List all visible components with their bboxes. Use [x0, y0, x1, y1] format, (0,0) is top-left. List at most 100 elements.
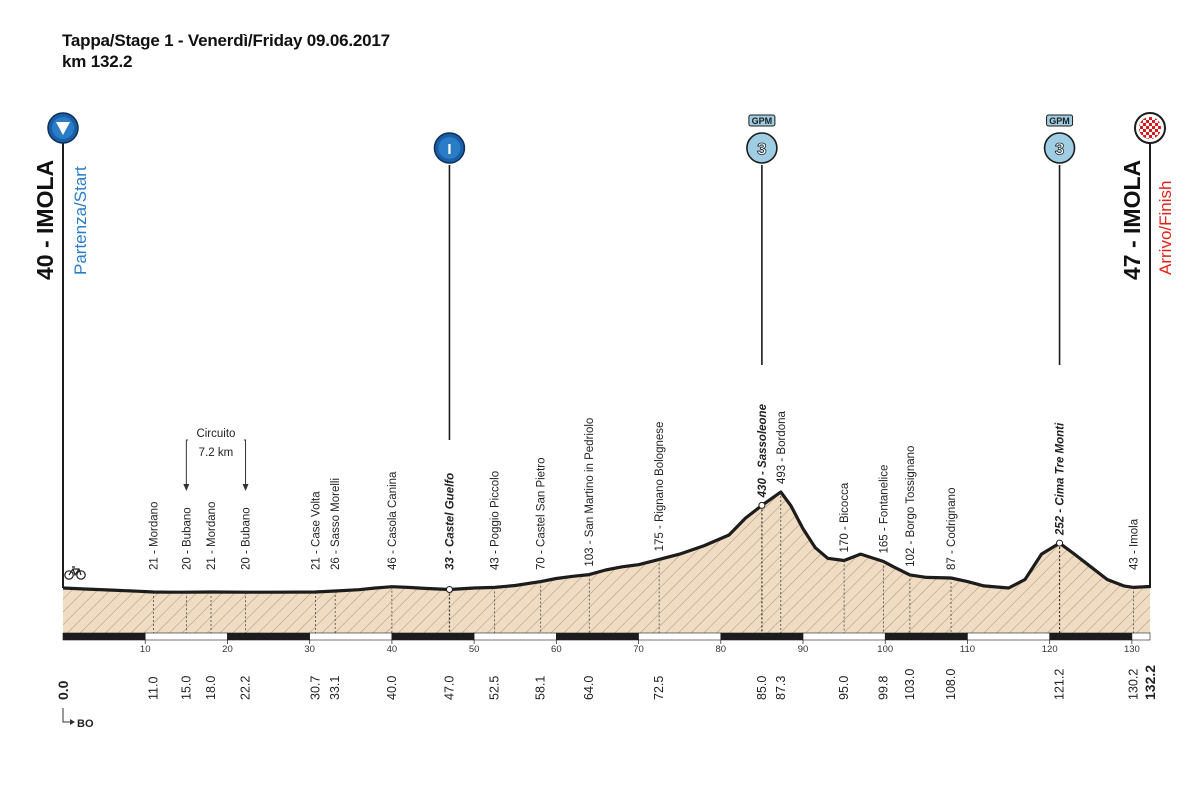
waypoint-label: 20 - Bubano [181, 507, 193, 570]
sprint-icon-inner [438, 137, 461, 159]
waypoint-label: 175 - Rignano Bolognese [654, 422, 666, 552]
start-marker [47, 112, 79, 144]
distance-bar-segment [62, 632, 146, 641]
waypoint-km-label: 130.2 [1127, 669, 1141, 700]
gpm-category: 3 [1055, 140, 1064, 159]
x-tick-label: 90 [798, 644, 809, 655]
gpm-tag [1046, 114, 1074, 127]
start-km-label: 0.0 [55, 680, 71, 700]
bo-label: BO [77, 718, 94, 730]
distance-bar-segment [144, 632, 228, 641]
waypoint-label: 252 - Cima Tre Monti [1055, 422, 1067, 536]
waypoint-km-label: 99.8 [877, 676, 891, 700]
x-tick-label: 100 [877, 644, 893, 655]
waypoint-km-label: 87.3 [774, 676, 788, 700]
waypoint-label: 87 - Codrignano [946, 488, 958, 570]
marker-point [445, 585, 453, 593]
waypoint-label: 103 - San Martino in Pedriolo [584, 418, 596, 567]
waypoint-km-label: 108.0 [944, 669, 958, 700]
distance-bar-segment [720, 632, 804, 641]
waypoint-label: 493 - Bordona [776, 411, 788, 484]
profile-fill [63, 492, 1150, 636]
distance-bar-segment [473, 632, 557, 641]
distance-bar-segment [227, 632, 310, 641]
marker-point [1056, 539, 1064, 547]
waypoint-label: 21 - Mordano [148, 502, 160, 570]
waypoint-km-label: 64.0 [582, 676, 596, 700]
x-tick-label: 50 [469, 644, 480, 655]
start-title: 40 - IMOLA [32, 160, 58, 280]
waypoint-label: 70 - Castel San Pietro [536, 457, 548, 570]
distance-bar-segment [1131, 632, 1151, 641]
gpm-tag [748, 114, 776, 127]
x-tick-label: 20 [222, 644, 233, 655]
waypoint-label: 170 - Bicocca [839, 482, 851, 552]
marker-point [758, 501, 766, 509]
sprint-symbol: I [447, 141, 451, 158]
x-tick-label: 40 [387, 644, 398, 655]
gpm-icon [1043, 132, 1076, 164]
circuit-bracket-line [185, 439, 247, 488]
waypoint-label: 102 - Borgo Tossignano [905, 446, 917, 567]
checkered-flag-icon [1139, 117, 1161, 139]
gpm-label: GPM [752, 116, 773, 126]
waypoint-km-label: 58.1 [534, 676, 548, 700]
profile-line [62, 490, 1151, 594]
waypoint-km-label: 95.0 [837, 676, 851, 700]
waypoint-labels: 21 - Mordano 11.0 20 - Bubano 15.0 21 - Mord… [55, 403, 1158, 700]
x-tick-label: 70 [633, 644, 644, 655]
waypoint-label: 430 - Sassoleone [757, 403, 769, 498]
distance-bar-segment [309, 632, 393, 641]
finish-title: 47 - IMOLA [1119, 160, 1145, 280]
distance-bar-segment [967, 632, 1050, 641]
distance-bar-segment [391, 632, 475, 641]
waypoint-km-label: 52.5 [488, 676, 502, 700]
waypoint-label: 165 - Fontanelice [879, 465, 891, 554]
waypoint-label: 46 - Casola Canina [387, 471, 399, 570]
waypoint-km-label: 121.2 [1053, 669, 1067, 700]
waypoint-label: 21 - Mordano [206, 502, 218, 570]
profile-area [62, 490, 1151, 636]
distance-axis: 10 20 30 40 50 60 70 80 90 100 110 120 130 [62, 632, 1151, 655]
circuit-bracket: Circuito 7.2 km [183, 428, 249, 491]
distance-bar-segment [1049, 632, 1133, 641]
waypoint-label: 26 - Sasso Morelli [330, 478, 342, 570]
waypoint-label: 20 - Bubano [241, 507, 253, 570]
gpm-category: 3 [757, 140, 766, 159]
waypoint-km-label: 11.0 [146, 677, 160, 700]
gpm-label: GPM [1049, 116, 1070, 126]
stage-distance: km 132.2 [62, 52, 133, 71]
waypoint-km-label: 18.0 [204, 676, 218, 700]
gpm-icon [746, 132, 778, 164]
x-tick-label: 30 [304, 644, 315, 655]
circuit-arrow-right-icon [242, 484, 249, 491]
x-tick-label: 110 [960, 644, 975, 655]
bicycle-icon [64, 566, 86, 580]
circuit-length: 7.2 km [199, 447, 234, 459]
waypoint-km-label: 85.0 [755, 676, 769, 700]
distance-bar-segment [556, 632, 639, 641]
waypoint-km-label: 15.0 [179, 676, 193, 700]
waypoint-label: 43 - Imola [1129, 518, 1141, 570]
start-triangle-icon [56, 122, 70, 135]
x-tick-label: 120 [1042, 644, 1058, 655]
x-tick-label: 10 [140, 644, 151, 655]
waypoint-km-label: 103.0 [903, 669, 917, 700]
waypoint-label: 43 - Poggio Piccolo [490, 471, 502, 570]
waypoint-km-label: 47.0 [442, 676, 456, 700]
waypoint-km-label: 33.1 [328, 676, 342, 700]
finish-subtitle: Arrivo/Finish [1156, 181, 1175, 275]
distance-bar-segment [638, 632, 722, 641]
distance-bar-segment [884, 632, 968, 641]
waypoint-km-label: 30.7 [308, 676, 322, 700]
x-tick-label: 80 [716, 644, 727, 655]
distance-bar-segment [802, 632, 886, 641]
stage-title: Tappa/Stage 1 - Venerdì/Friday 09.06.201… [62, 31, 390, 50]
bo-arrow-icon [70, 719, 75, 725]
circuit-label: Circuito [196, 428, 235, 440]
waypoint-label: 33 - Castel Guelfo [444, 473, 456, 570]
start-subtitle: Partenza/Start [71, 166, 90, 275]
circuit-arrow-left-icon [183, 484, 190, 491]
waypoint-km-label: 72.5 [652, 676, 666, 700]
